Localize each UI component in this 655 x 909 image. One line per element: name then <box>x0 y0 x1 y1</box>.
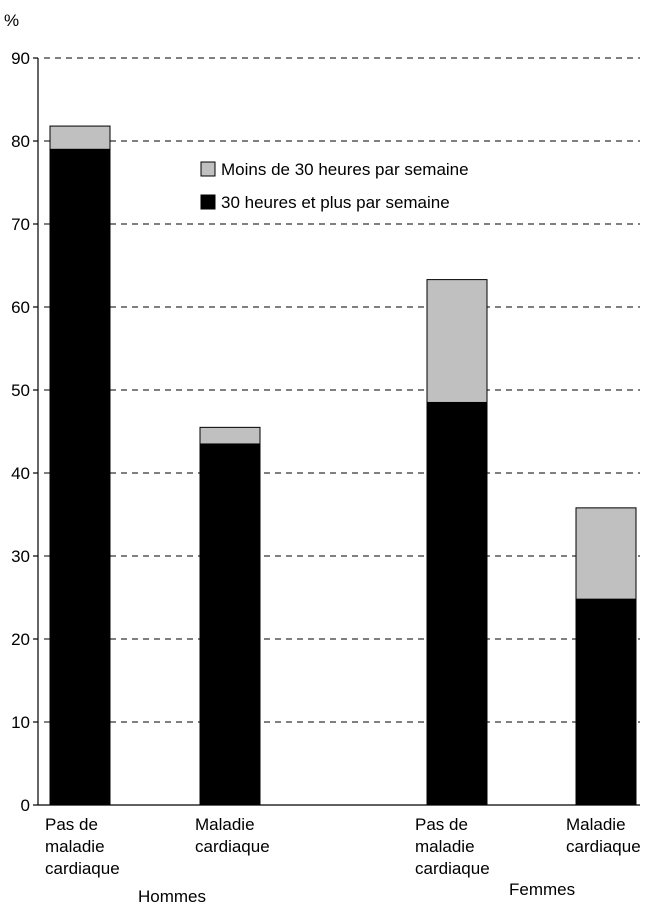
y-tick-label-30: 30 <box>11 547 30 566</box>
y-tick-label-0: 0 <box>21 796 30 815</box>
y-tick-label-90: 90 <box>11 49 30 68</box>
y-axis-unit: % <box>4 11 19 30</box>
bar-segment-full-time-2 <box>199 443 261 806</box>
legend: Moins de 30 heures par semaine 30 heures … <box>200 160 469 212</box>
y-tick-label-80: 80 <box>11 132 30 151</box>
y-tick-label-40: 40 <box>11 464 30 483</box>
y-tick-label-60: 60 <box>11 298 30 317</box>
group-labels: Hommes Femmes <box>138 880 575 906</box>
category-label-3: Pas de maladie cardiaque <box>415 815 490 878</box>
y-tick-label-20: 20 <box>11 630 30 649</box>
bar-segment-full-time-3 <box>426 401 488 806</box>
gridlines <box>44 57 640 723</box>
y-tick-label-70: 70 <box>11 215 30 234</box>
legend-swatch-full-time <box>200 194 216 210</box>
group-label-femmes: Femmes <box>509 880 575 899</box>
y-tick-label-10: 10 <box>11 713 30 732</box>
category-label-1: Pas de maladie cardiaque <box>45 815 120 878</box>
category-label-2: Maladie cardiaque <box>195 815 270 856</box>
y-axis-ticks: 0 10 20 30 40 50 60 70 80 90 <box>11 49 38 815</box>
bar-segment-full-time-4 <box>575 598 637 806</box>
bars <box>49 125 637 806</box>
category-labels: Pas de maladie cardiaque Maladie cardiaque Pa… <box>45 815 641 878</box>
bar-segment-part-time-3 <box>426 279 488 403</box>
legend-label-part-time: Moins de 30 heures par semaine <box>221 160 469 179</box>
legend-label-full-time: 30 heures et plus par semaine <box>221 193 450 212</box>
bar-segment-full-time-1 <box>49 148 111 806</box>
category-label-4: Maladie cardiaque <box>566 815 641 856</box>
group-label-hommes: Hommes <box>138 887 206 906</box>
legend-swatch-part-time <box>200 161 216 177</box>
bar-segment-part-time-4 <box>575 507 637 600</box>
bar-segment-part-time-2 <box>199 426 261 445</box>
bar-segment-part-time-1 <box>49 125 111 150</box>
y-tick-label-50: 50 <box>11 381 30 400</box>
